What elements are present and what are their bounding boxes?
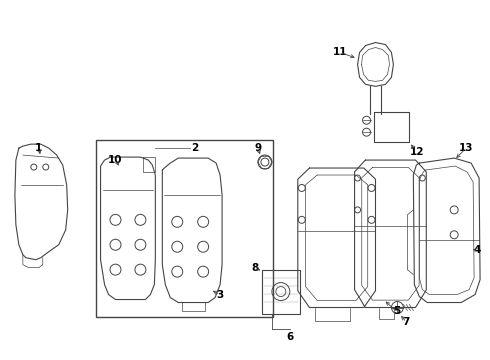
Text: 8: 8 [251,263,259,273]
Text: 9: 9 [254,143,262,153]
Text: 7: 7 [403,318,410,328]
Text: 13: 13 [459,143,473,153]
Text: 4: 4 [473,245,481,255]
Text: 11: 11 [332,48,347,58]
Text: 10: 10 [108,155,123,165]
Text: 1: 1 [35,143,43,153]
Text: 2: 2 [192,143,199,153]
Text: 3: 3 [217,289,224,300]
Text: 12: 12 [410,147,424,157]
Bar [96,140,273,318]
Text: 5: 5 [393,306,400,316]
Text: 6: 6 [286,332,294,342]
